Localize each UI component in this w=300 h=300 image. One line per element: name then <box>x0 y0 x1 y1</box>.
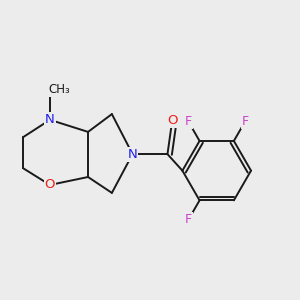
Text: F: F <box>185 213 192 226</box>
Text: CH₃: CH₃ <box>49 83 70 96</box>
Text: O: O <box>167 114 178 127</box>
Text: F: F <box>242 115 248 128</box>
Text: N: N <box>128 148 137 160</box>
Text: N: N <box>45 113 55 126</box>
Text: F: F <box>185 115 192 128</box>
Text: O: O <box>45 178 55 191</box>
